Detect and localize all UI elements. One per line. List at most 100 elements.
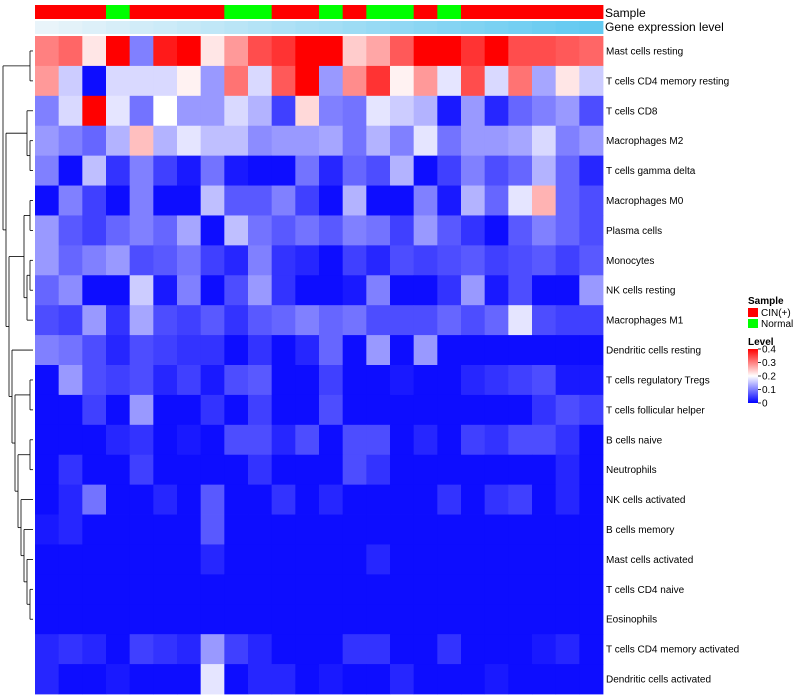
legend-level-title: Level (748, 337, 774, 348)
heatmap-cell (508, 664, 533, 695)
heatmap-cell (508, 394, 533, 426)
heatmap-cell (532, 664, 557, 695)
row-dendrogram (2, 50, 33, 620)
heatmap-cell (413, 245, 438, 276)
sample-cell (366, 5, 391, 19)
heatmap-cell (35, 245, 60, 276)
heatmap-cell (484, 634, 509, 665)
heatmap-cell (35, 604, 60, 635)
heatmap-cell (579, 604, 604, 635)
heatmap-cell (508, 245, 533, 276)
sample-cell (82, 5, 107, 19)
heatmap-cell (508, 335, 533, 366)
heatmap-cell (484, 604, 509, 635)
heatmap-cell (224, 484, 249, 515)
heatmap-cell (579, 155, 604, 186)
heatmap-cell (129, 215, 154, 246)
heatmap-cell (319, 305, 344, 336)
heatmap-cell (58, 394, 83, 426)
heatmap-cell (224, 185, 249, 216)
heatmap-cell (508, 95, 533, 127)
heatmap-cell (271, 125, 296, 157)
heatmap-cell (295, 155, 320, 186)
legend-sample-title: Sample (748, 296, 784, 307)
heatmap-cell (248, 65, 273, 97)
heatmap-cell (390, 574, 415, 605)
heatmap-cell (129, 335, 154, 366)
heatmap-cell (153, 65, 178, 97)
row-label: T cells CD4 memory activated (606, 645, 739, 656)
row-label: B cells naive (606, 435, 663, 446)
heatmap-cell (532, 185, 557, 216)
heatmap-cell (200, 125, 225, 157)
heatmap-cell (295, 454, 320, 486)
heatmap-cell (532, 305, 557, 336)
heatmap-cell (106, 215, 131, 246)
heatmap-cell (508, 275, 533, 306)
heatmap-cell (532, 544, 557, 575)
heatmap-cell (82, 125, 107, 157)
heatmap-cell (271, 394, 296, 426)
heatmap-cell (342, 95, 367, 127)
sample-cell (342, 5, 367, 19)
heatmap-cell (579, 185, 604, 216)
legend-label-cin: CIN(+) (761, 308, 791, 319)
heatmap-cell (366, 95, 391, 127)
sample-track-label: Sample (605, 6, 646, 20)
legend-level-tick-label: 0 (762, 399, 768, 410)
heatmap-cell (295, 65, 320, 97)
heatmap-cell (508, 36, 533, 67)
heatmap-cell (413, 335, 438, 366)
heatmap-cell (82, 245, 107, 276)
heatmap-cell (413, 394, 438, 426)
heatmap-cell (342, 36, 367, 67)
row-label: Dendritic cells activated (606, 675, 711, 686)
heatmap-cell (106, 155, 131, 186)
heatmap-cell (153, 215, 178, 246)
heatmap-cell (413, 215, 438, 246)
heatmap-cell (35, 125, 60, 157)
heatmap-cell (342, 215, 367, 246)
heatmap-cell (177, 574, 202, 605)
heatmap-cell (153, 125, 178, 157)
heatmap-cell (532, 36, 557, 67)
heatmap-cell (461, 604, 486, 635)
heatmap-cell (579, 394, 604, 426)
heatmap-cell (295, 36, 320, 67)
heatmap-cell (224, 574, 249, 605)
heatmap-cell (342, 664, 367, 695)
heatmap-cell (342, 245, 367, 276)
heatmap-cell (58, 365, 83, 396)
heatmap-cell (153, 664, 178, 695)
sample-cell (555, 5, 580, 19)
expression-level-cell (35, 21, 60, 34)
heatmap-cell (484, 185, 509, 216)
heatmap-cell (579, 634, 604, 665)
sample-cell (106, 5, 131, 19)
heatmap-cell (484, 484, 509, 515)
heatmap-cell (484, 65, 509, 97)
heatmap-cell (248, 574, 273, 605)
heatmap-cell (248, 95, 273, 127)
heatmap-cell (200, 484, 225, 515)
heatmap-cell (106, 275, 131, 306)
heatmap-cell (555, 664, 580, 695)
heatmap-cell (271, 275, 296, 306)
heatmap-cell (319, 36, 344, 67)
heatmap-cell (58, 65, 83, 97)
sample-cell (129, 5, 154, 19)
heatmap-cell (437, 125, 462, 157)
heatmap-cell (58, 604, 83, 635)
heatmap-cell (177, 125, 202, 157)
heatmap-cell (248, 424, 273, 456)
legend-level-tick-label: 0.2 (762, 372, 776, 383)
heatmap-cell (224, 544, 249, 575)
heatmap-cell (177, 65, 202, 97)
heatmap-cell (200, 155, 225, 186)
heatmap-cell (35, 155, 60, 186)
heatmap-cell (437, 65, 462, 97)
heatmap-cell (58, 544, 83, 575)
heatmap-cell (35, 185, 60, 216)
heatmap-cell (437, 305, 462, 336)
heatmap-cell (200, 215, 225, 246)
